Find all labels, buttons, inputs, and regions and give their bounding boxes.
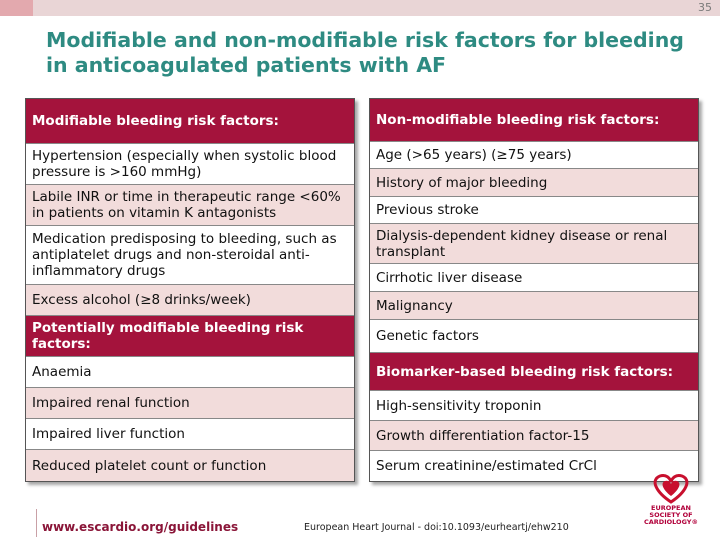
- slide-title: Modifiable and non-modifiable risk facto…: [46, 28, 684, 77]
- logo-line: EUROPEAN: [651, 504, 691, 512]
- slide-number: 35: [698, 1, 712, 14]
- table-row: Dialysis-dependent kidney disease or ren…: [370, 224, 698, 264]
- table-row: Age (>65 years) (≥75 years): [370, 142, 698, 169]
- footer-reference: European Heart Journal - doi:10.1093/eur…: [304, 522, 569, 533]
- table-row: Anaemia: [26, 357, 354, 388]
- footer-url-link[interactable]: www.escardio.org/guidelines: [42, 520, 239, 534]
- non-modifiable-risk-table: Non-modifiable bleeding risk factors: Ag…: [369, 98, 699, 482]
- modifiable-risk-table: Modifiable bleeding risk factors: Hypert…: [25, 98, 355, 482]
- table-row: Growth differentiation factor-15: [370, 421, 698, 451]
- footer-divider: [36, 509, 37, 537]
- logo-line: SOCIETY OF: [649, 511, 693, 519]
- logo-text: EUROPEAN SOCIETY OF CARDIOLOGY®: [640, 505, 702, 526]
- table-row: Reduced platelet count or function: [26, 450, 354, 481]
- table-row: Genetic factors: [370, 320, 698, 353]
- table-row: Impaired renal function: [26, 388, 354, 419]
- top-bar: [0, 0, 720, 16]
- table-row: High-sensitivity troponin: [370, 391, 698, 421]
- table-header: Potentially modifiable bleeding risk fac…: [26, 316, 354, 357]
- table-row: Medication predisposing to bleeding, suc…: [26, 226, 354, 285]
- table-row: Malignancy: [370, 292, 698, 320]
- table-row: Excess alcohol (≥8 drinks/week): [26, 285, 354, 316]
- table-header: Biomarker-based bleeding risk factors:: [370, 353, 698, 391]
- table-row: Impaired liver function: [26, 419, 354, 450]
- top-bar-accent: [0, 0, 33, 16]
- table-row: Serum creatinine/estimated CrCl: [370, 451, 698, 481]
- table-row: Labile INR or time in therapeutic range …: [26, 185, 354, 226]
- table-row: Cirrhotic liver disease: [370, 264, 698, 292]
- table-header: Modifiable bleeding risk factors:: [26, 99, 354, 144]
- table-row: Hypertension (especially when systolic b…: [26, 144, 354, 185]
- heart-logo-icon: [653, 474, 689, 504]
- logo-line: CARDIOLOGY®: [644, 518, 698, 526]
- table-row: History of major bleeding: [370, 169, 698, 197]
- table-row: Previous stroke: [370, 197, 698, 224]
- table-header: Non-modifiable bleeding risk factors:: [370, 99, 698, 142]
